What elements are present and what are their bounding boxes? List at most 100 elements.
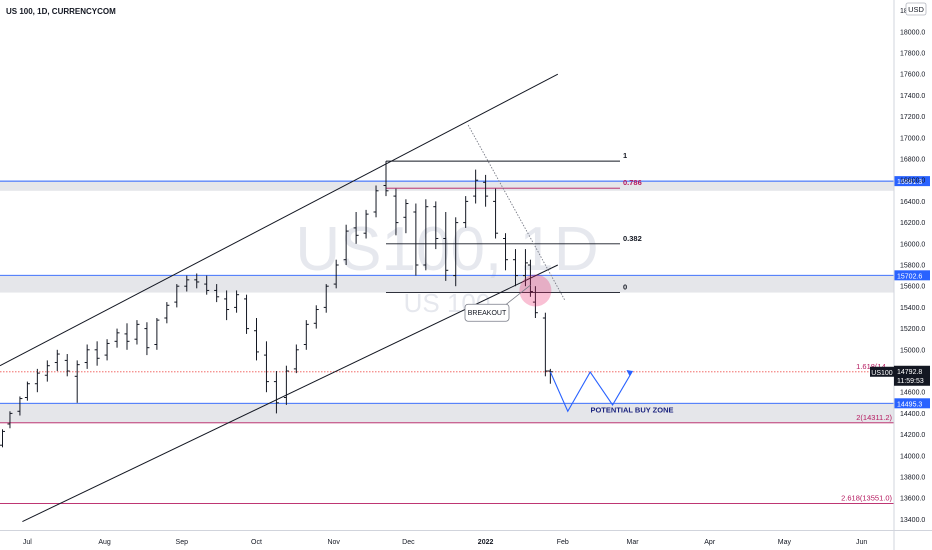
- fib-label-6: 2.618(13551.0): [841, 493, 892, 502]
- ohlc-bar-13: [124, 323, 130, 350]
- ohlc-bar-51: [503, 233, 509, 271]
- ohlc-bar-7: [64, 354, 70, 377]
- ohlc-bar-44: [433, 201, 439, 250]
- y-tick-label: 13400.0: [900, 517, 925, 524]
- ohlc-bar-55: [532, 286, 538, 318]
- ohlc-bar-6: [54, 349, 60, 371]
- currency-label: USD: [908, 5, 924, 14]
- ohlc-bar-29: [283, 365, 289, 405]
- y-tick-label: 17400.0: [900, 93, 925, 100]
- ohlc-bar-27: [263, 341, 269, 393]
- ohlc-bar-26: [253, 318, 259, 361]
- y-tick-label: 17200.0: [900, 114, 925, 121]
- x-tick-label: 2022: [478, 539, 494, 546]
- y-tick-label: 14600.0: [900, 390, 925, 397]
- ohlc-bar-42: [413, 203, 419, 276]
- x-tick-label: Oct: [251, 539, 262, 546]
- ohlc-bar-49: [483, 174, 489, 207]
- level-tag-2: 14495.3: [897, 401, 922, 408]
- x-tick-label: Aug: [98, 539, 111, 546]
- channel-upper-line: [0, 73, 559, 367]
- level-tag-bg-1: [894, 270, 930, 281]
- fib-label-4: 1.618(14...: [856, 362, 892, 371]
- level-tag-bg-2: [894, 398, 930, 409]
- ohlc-bar-31: [303, 320, 309, 350]
- y-tick-label: 14400.0: [900, 411, 925, 418]
- ohlc-bar-39: [383, 161, 389, 197]
- x-tick-label: Apr: [704, 539, 716, 546]
- symbol-tag: US100: [871, 370, 893, 377]
- ohlc-bar-43: [423, 199, 429, 271]
- downtrend-line: [467, 124, 566, 302]
- x-tick-label: Jun: [856, 539, 867, 546]
- ohlc-bar-32: [313, 305, 319, 329]
- y-tick-label: 16200.0: [900, 220, 925, 227]
- chart-title: US 100, 1D, CURRENCYCOM: [6, 7, 116, 16]
- ohlc-bar-15: [144, 322, 150, 356]
- y-tick-label: 16800.0: [900, 157, 925, 164]
- ohlc-bar-8: [74, 360, 80, 403]
- ohlc-bar-5: [44, 360, 50, 382]
- ohlc-bar-22: [214, 284, 220, 303]
- x-tick-label: Jul: [23, 539, 32, 546]
- ohlc-bar-33: [323, 284, 329, 313]
- ohlc-bar-28: [273, 371, 279, 414]
- y-tick-label: 15000.0: [900, 347, 925, 354]
- ohlc-bar-46: [453, 217, 459, 287]
- level-tag-0: 16591.3: [897, 179, 922, 186]
- projected-arrowhead: [626, 370, 633, 376]
- y-tick-label: 15600.0: [900, 284, 925, 291]
- ohlc-bar-20: [194, 273, 200, 289]
- breakout-pointer: [504, 284, 531, 306]
- fib-label-3: 0: [623, 283, 627, 292]
- symbol-tag-bg: [870, 366, 894, 377]
- ohlc-bar-1: [7, 411, 13, 429]
- ohlc-bars: [0, 161, 553, 448]
- watermark-main: US100, 1D: [295, 215, 598, 284]
- fib-label-2: 0.382: [623, 234, 642, 243]
- y-tick-label: 13800.0: [900, 475, 925, 482]
- buy-zone-label: POTENTIAL BUY ZONE: [590, 405, 673, 414]
- price-tag-countdown: 11:59:53: [897, 378, 924, 385]
- ohlc-bar-52: [512, 249, 518, 287]
- ohlc-bar-56: [542, 312, 548, 377]
- ohlc-bar-38: [373, 185, 379, 218]
- ohlc-bar-14: [134, 320, 140, 345]
- level-tag-bg-0: [894, 176, 930, 187]
- y-tick-label: 17600.0: [900, 72, 925, 79]
- fib-label-5: 2(14311.2): [856, 413, 892, 422]
- y-tick-label: 15200.0: [900, 326, 925, 333]
- x-tick-label: Mar: [626, 539, 639, 546]
- fib-label-0: 1: [623, 151, 627, 160]
- ohlc-bar-23: [224, 290, 230, 321]
- zone-band-2: [0, 402, 894, 423]
- y-tick-label: 13600.0: [900, 496, 925, 503]
- price-tag-bg: [894, 365, 930, 386]
- x-tick-label: Feb: [557, 539, 569, 546]
- ohlc-bar-18: [174, 284, 180, 308]
- currency-button[interactable]: USD: [905, 2, 927, 16]
- ohlc-bar-2: [17, 396, 23, 416]
- x-tick-label: Nov: [327, 539, 340, 546]
- fib-label-1: 0.786: [623, 178, 642, 187]
- ohlc-bar-24: [234, 290, 240, 313]
- y-tick-label: 15400.0: [900, 305, 925, 312]
- ohlc-bar-40: [393, 188, 399, 236]
- ohlc-bar-19: [184, 275, 190, 292]
- ohlc-bar-10: [94, 341, 100, 366]
- x-tick-label: May: [778, 539, 792, 546]
- ohlc-bar-53: [522, 249, 528, 287]
- ohlc-bar-9: [84, 344, 90, 369]
- breakout-label: BREAKOUT: [468, 310, 507, 317]
- ohlc-bar-35: [343, 224, 349, 265]
- y-tick-label: 15800.0: [900, 263, 925, 270]
- x-tick-label: Sep: [176, 539, 189, 546]
- zone-band-1: [0, 275, 894, 293]
- ohlc-bar-0: [0, 429, 5, 448]
- ohlc-bar-16: [154, 318, 160, 350]
- ohlc-bar-45: [443, 212, 449, 281]
- y-tick-label: 18000.0: [900, 29, 925, 36]
- ohlc-bar-41: [403, 199, 409, 234]
- ohlc-bar-50: [493, 188, 499, 239]
